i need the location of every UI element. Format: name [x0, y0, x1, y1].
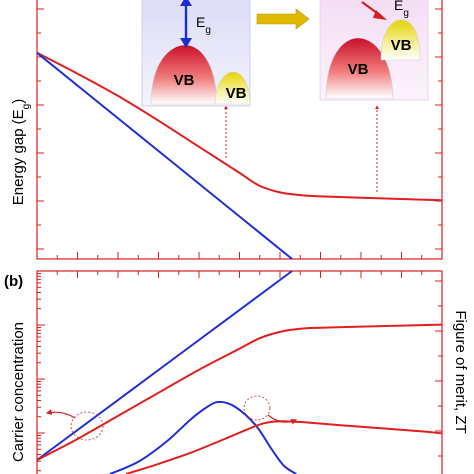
series-line-blue-0: [36, 270, 293, 461]
panel-a-left-ticks: [37, 8, 44, 250]
gap-label: Eg: [196, 14, 211, 36]
gap-label-2: Eg: [394, 0, 409, 19]
right-axis-indicator-circle: [243, 395, 271, 421]
transition-arrow: [256, 8, 310, 30]
band-red-2: [325, 37, 394, 99]
valence-band-yellow: [214, 71, 251, 105]
panel-b-frame: [36, 270, 443, 474]
panel-b: (b) Carrier concentration Figure of meri…: [4, 270, 469, 474]
band-label-vb-main-2: VB: [348, 61, 369, 78]
band-label-vb-main: VB: [174, 72, 195, 89]
gap-arrow-head-up: [180, 0, 192, 6]
panel-b-series: [36, 270, 443, 474]
panel-a-bottom-ticks: [36, 252, 443, 259]
panel-b-top-ticks: [36, 271, 443, 278]
series-line-blue-1: [36, 52, 293, 260]
panel-a-right-ticks: [435, 8, 442, 250]
series-line-red-1: [36, 323, 443, 461]
inset-large-gap: VB VB Eg: [141, 0, 251, 107]
left-axis-indicator-arrow: [45, 409, 76, 419]
series-line-blue-0: [109, 400, 297, 474]
right-axis-indicator-arrow: [267, 414, 298, 425]
panel-b-right-axis-title: Figure of merit, ZT: [452, 310, 469, 433]
gap-arrow-head-down: [180, 38, 192, 48]
panel-a: Energy gap (Eg) VB VB Eg VB VB: [10, 0, 443, 260]
left-axis-indicator-circle: [70, 411, 104, 441]
band-label-vb-second-2: VB: [391, 37, 412, 54]
band-yellow-2: [380, 19, 421, 61]
inset-small-gap: VB VB Eg: [319, 0, 429, 101]
band-label-vb-second: VB: [226, 85, 247, 102]
panel-b-right-ticks: [435, 280, 442, 457]
series-line-red-0: [36, 51, 443, 202]
panel-b-left-axis-title: Carrier concentration: [10, 322, 27, 462]
panel-b-left-ticks: [37, 273, 45, 472]
panel-a-y-axis-title: Energy gap (Eg): [10, 99, 32, 205]
panel-label-b: (b): [4, 273, 23, 290]
gap-arrow-2-head: [373, 10, 387, 20]
series-line-red-1: [125, 420, 443, 474]
panel-a-series: [36, 51, 443, 260]
